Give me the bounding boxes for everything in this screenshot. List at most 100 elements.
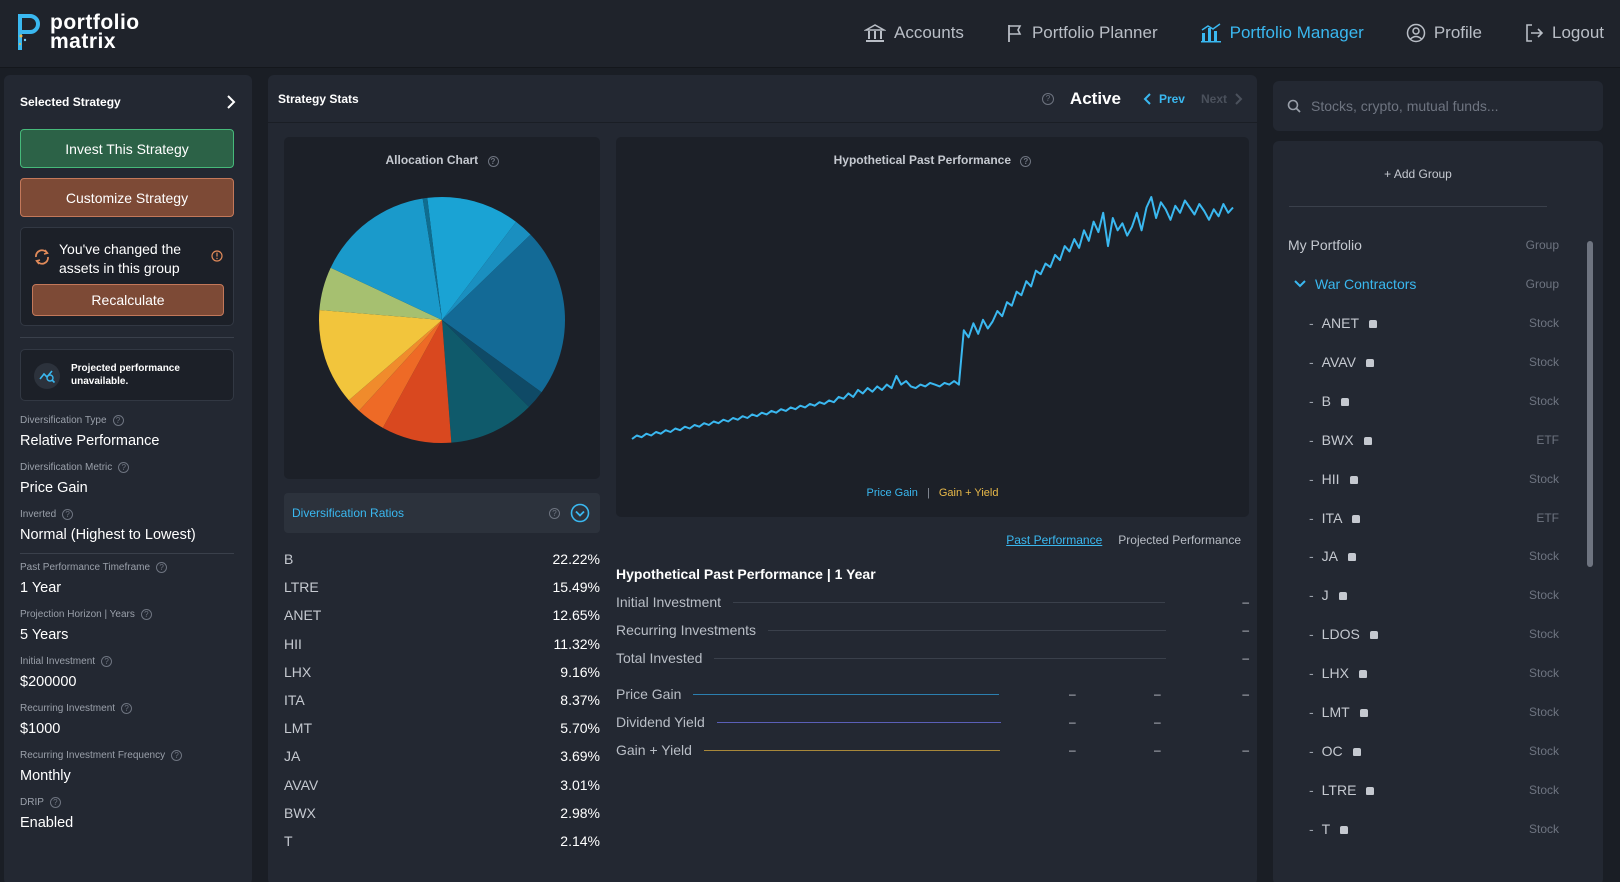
past-performance-card: Hypothetical Past Performance ? Price Ga… <box>616 137 1249 517</box>
help-icon[interactable]: ? <box>101 655 113 667</box>
tree-item-oc[interactable]: - OC Stock <box>1273 731 1573 771</box>
lock-icon[interactable] <box>1341 397 1350 406</box>
pie-slice[interactable] <box>348 320 442 411</box>
next-button[interactable]: Next <box>1201 92 1243 106</box>
pie-slice[interactable] <box>382 320 452 443</box>
lock-icon[interactable] <box>1365 358 1374 367</box>
pie-slice[interactable] <box>422 197 442 320</box>
setting-label: Inverted <box>20 508 57 520</box>
setting-value: $200000 <box>20 674 77 690</box>
lock-icon[interactable] <box>1338 592 1347 601</box>
pie-slice[interactable] <box>442 320 530 443</box>
row-value: – <box>1069 743 1076 757</box>
prev-button[interactable]: Prev <box>1143 92 1185 106</box>
row-line <box>703 749 1000 751</box>
tree-item-ldos[interactable]: - LDOS Stock <box>1273 614 1573 654</box>
lock-icon[interactable] <box>1363 436 1372 445</box>
tree-item-hii[interactable]: - HII Stock <box>1273 459 1573 499</box>
lock-icon[interactable] <box>1352 747 1361 756</box>
customize-strategy-button[interactable]: Customize Strategy <box>20 178 234 217</box>
nav-accounts[interactable]: Accounts <box>864 23 964 43</box>
row-value: – <box>1069 687 1076 701</box>
add-group-button[interactable]: + Add Group <box>1289 141 1547 207</box>
lock-icon[interactable] <box>1359 709 1368 717</box>
tree-group-war-contractors[interactable]: War Contractors Group <box>1273 264 1573 304</box>
pie-slice[interactable] <box>427 197 517 320</box>
pie-slice[interactable] <box>319 267 442 320</box>
lock-icon[interactable] <box>1352 514 1361 523</box>
tree-item-dash: - <box>1309 509 1314 526</box>
chevron-down-icon[interactable] <box>1293 279 1307 289</box>
pie-slice[interactable] <box>319 310 442 401</box>
legend-price-gain[interactable]: Price Gain <box>866 487 918 499</box>
nav-profile[interactable]: Profile <box>1406 23 1482 43</box>
tree-item-t[interactable]: - T Stock <box>1273 809 1573 849</box>
lock-icon[interactable] <box>1358 670 1367 679</box>
search-input[interactable] <box>1311 98 1581 114</box>
tree-root-my-portfolio[interactable]: My Portfolio Group <box>1273 225 1573 265</box>
tab-projected-performance[interactable]: Projected Performance <box>1118 533 1241 547</box>
ratio-percent: 11.32% <box>553 635 600 652</box>
setting-label: Initial Investment <box>20 655 96 667</box>
ratio-row: ANET 12.65% <box>284 601 600 629</box>
tree-item-dash: - <box>1309 626 1314 643</box>
nav-logout[interactable]: Logout <box>1524 23 1604 43</box>
scrollbar[interactable] <box>1587 241 1593 567</box>
help-icon[interactable]: ? <box>121 702 133 714</box>
lock-icon[interactable] <box>1369 320 1378 328</box>
legend-gain-yield[interactable]: Gain + Yield <box>938 487 999 499</box>
projected-text: Projected performance unavailable. <box>71 363 180 387</box>
pie-slice[interactable] <box>442 221 531 320</box>
pie-slice[interactable] <box>442 234 565 393</box>
nav-portfolio-planner[interactable]: Portfolio Planner <box>1006 23 1158 43</box>
tree-item-lhx[interactable]: - LHX Stock <box>1273 653 1573 693</box>
lock-icon[interactable] <box>1340 825 1349 834</box>
recalculate-button[interactable]: Recalculate <box>32 284 224 316</box>
top-navbar: portfolio matrix Accounts Portfolio Plan… <box>0 0 1620 68</box>
performance-line-chart[interactable] <box>616 137 1249 517</box>
price-gain-series-line[interactable] <box>631 196 1234 440</box>
pie-slice[interactable] <box>358 320 442 428</box>
nav-portfolio-manager[interactable]: Portfolio Manager <box>1200 23 1364 43</box>
tree-item-ticker: B <box>1321 392 1332 409</box>
tree-item-b[interactable]: - B Stock <box>1273 381 1573 421</box>
help-icon[interactable]: ? <box>549 507 560 519</box>
tab-past-performance[interactable]: Past Performance <box>1006 533 1103 547</box>
pie-slice[interactable] <box>442 320 542 407</box>
help-icon[interactable]: ? <box>171 749 183 761</box>
info-warning-icon[interactable] <box>211 250 223 262</box>
invest-strategy-button[interactable]: Invest This Strategy <box>20 129 234 168</box>
logo[interactable]: portfolio matrix <box>16 12 140 52</box>
tree-item-avav[interactable]: - AVAV Stock <box>1273 342 1573 382</box>
help-icon[interactable]: ? <box>487 156 499 167</box>
chevron-right-icon[interactable] <box>226 95 236 109</box>
tree-item-ltre[interactable]: - LTRE Stock <box>1273 770 1573 810</box>
selected-strategy-header[interactable]: Selected Strategy <box>20 75 236 129</box>
help-icon[interactable]: ? <box>118 461 130 473</box>
tree-item-lmt[interactable]: - LMT Stock <box>1273 692 1573 732</box>
tree-item-bwx[interactable]: - BWX ETF <box>1273 420 1573 460</box>
row-value: – <box>1242 623 1249 637</box>
allocation-pie-chart[interactable] <box>284 137 600 479</box>
chevron-down-circle-icon[interactable] <box>570 503 590 523</box>
tree-item-j[interactable]: - J Stock <box>1273 575 1573 615</box>
help-icon[interactable]: ? <box>49 796 61 808</box>
help-icon[interactable]: ? <box>112 414 124 426</box>
help-icon[interactable]: ? <box>140 608 152 620</box>
help-icon[interactable]: ? <box>62 508 74 520</box>
tree-item-ita[interactable]: - ITA ETF <box>1273 498 1573 538</box>
lock-icon[interactable] <box>1348 553 1357 562</box>
selected-strategy-title: Selected Strategy <box>20 95 121 109</box>
help-icon[interactable]: ? <box>1020 156 1032 167</box>
ratio-row: AVAV 3.01% <box>284 771 600 799</box>
pie-slice[interactable] <box>330 198 442 320</box>
tree-item-anet[interactable]: - ANET Stock <box>1273 303 1573 343</box>
diversification-ratios-header[interactable]: Diversification Ratios ? <box>284 493 600 533</box>
tree-item-ja[interactable]: - JA Stock <box>1273 536 1573 576</box>
tree-item-ticker: JA <box>1321 548 1339 565</box>
help-icon[interactable]: ? <box>156 561 168 573</box>
lock-icon[interactable] <box>1366 786 1375 795</box>
help-icon[interactable]: ? <box>1041 92 1054 105</box>
lock-icon[interactable] <box>1369 631 1378 640</box>
lock-icon[interactable] <box>1349 475 1358 484</box>
